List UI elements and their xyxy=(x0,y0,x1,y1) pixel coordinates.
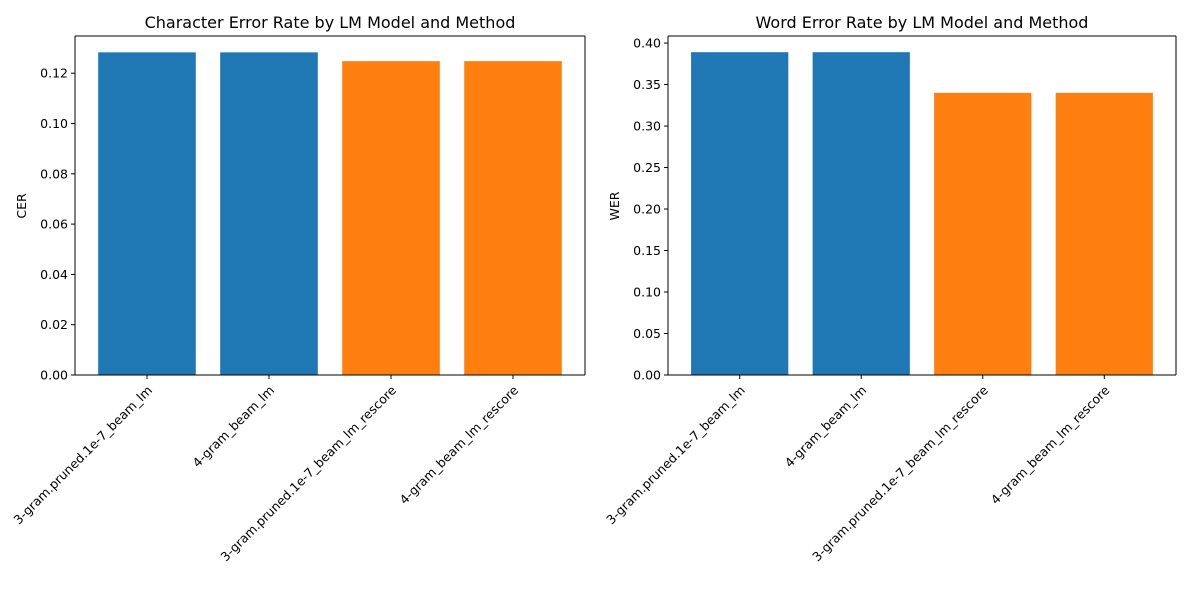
y-tick-label: 0.02 xyxy=(40,317,68,332)
bar-4 xyxy=(1055,92,1153,375)
y-tick-label: 0.25 xyxy=(633,160,661,175)
bar-1 xyxy=(98,52,196,375)
y-axis-label: WER xyxy=(607,191,622,220)
y-tick-label: 0.15 xyxy=(633,243,661,258)
y-tick-label: 0.35 xyxy=(633,77,661,92)
bar-3 xyxy=(342,61,440,376)
y-tick-label: 0.10 xyxy=(633,285,661,300)
y-tick-label: 0.10 xyxy=(40,116,68,131)
y-tick-label: 0.05 xyxy=(633,326,661,341)
y-tick-label: 0.06 xyxy=(40,217,68,232)
bar-2 xyxy=(220,52,318,375)
bar-3 xyxy=(934,92,1032,375)
y-tick-label: 0.20 xyxy=(633,202,661,217)
bar-2 xyxy=(812,52,910,376)
y-tick-label: 0.30 xyxy=(633,119,661,134)
y-tick-label: 0.00 xyxy=(633,368,661,383)
bar-1 xyxy=(691,52,789,376)
chart-title: Word Error Rate by LM Model and Method xyxy=(756,13,1089,32)
y-tick-label: 0.00 xyxy=(40,368,68,383)
y-axis-label: CER xyxy=(14,193,29,219)
y-tick-label: 0.12 xyxy=(40,66,68,81)
chart-title: Character Error Rate by LM Model and Met… xyxy=(145,13,516,32)
y-tick-label: 0.08 xyxy=(40,166,68,181)
y-tick-label: 0.40 xyxy=(633,36,661,51)
y-tick-label: 0.04 xyxy=(40,267,68,282)
bar-4 xyxy=(464,61,562,376)
